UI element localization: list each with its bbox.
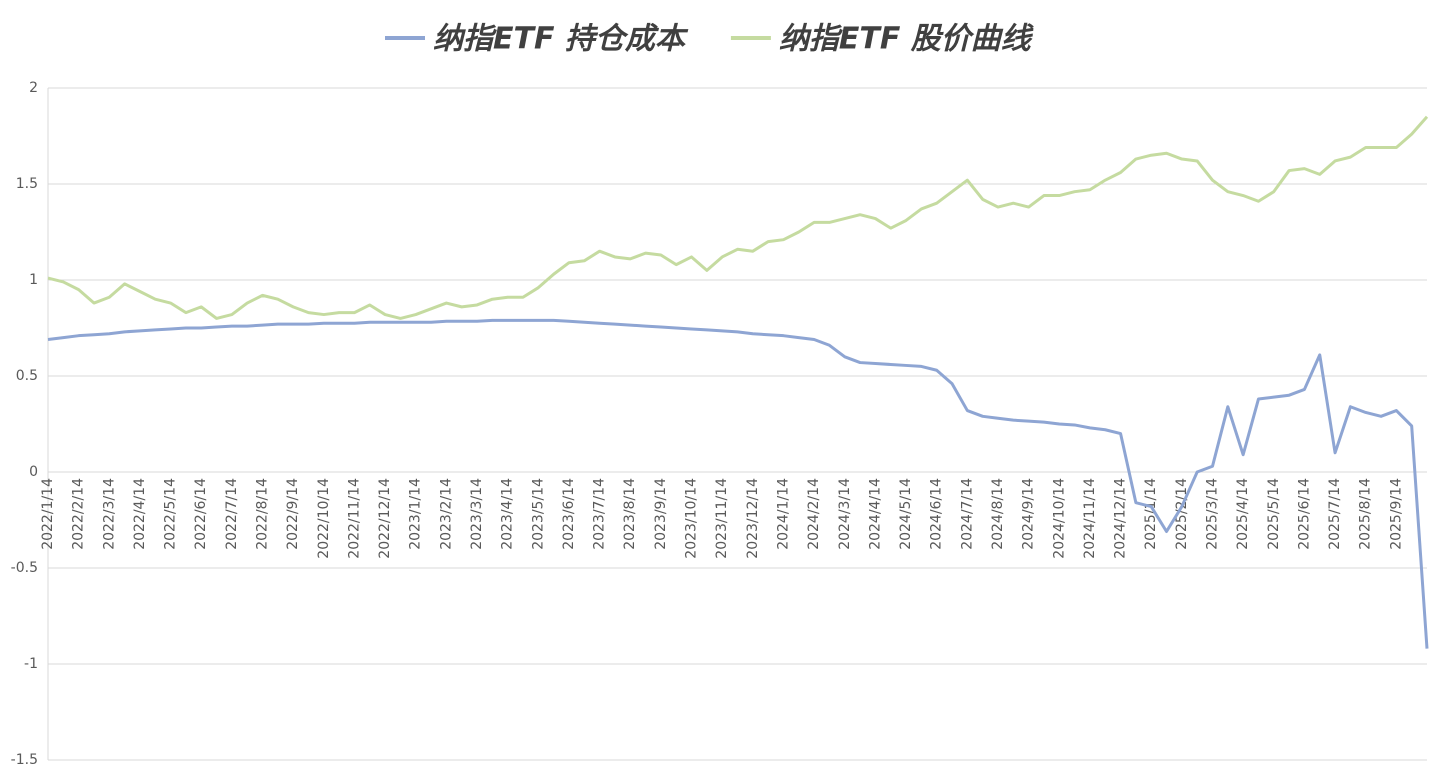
x-tick-label: 2024/6/14 — [929, 478, 945, 550]
x-tick-label: 2024/3/14 — [837, 478, 853, 550]
x-tick-label: 2024/9/14 — [1021, 478, 1037, 550]
x-tick-label: 2023/12/14 — [745, 478, 761, 559]
x-tick-label: 2023/2/14 — [438, 478, 454, 550]
x-tick-label: 2025/9/14 — [1388, 478, 1404, 550]
x-tick-label: 2024/5/14 — [898, 478, 914, 550]
x-tick-label: 2022/10/14 — [316, 478, 332, 559]
x-tick-label: 2025/7/14 — [1327, 478, 1343, 550]
x-tick-label: 2025/3/14 — [1204, 478, 1220, 550]
x-tick-label: 2023/6/14 — [561, 478, 577, 550]
x-tick-label: 2022/4/14 — [132, 478, 148, 550]
y-tick-label: 0.5 — [16, 368, 38, 384]
x-tick-label: 2025/8/14 — [1358, 478, 1374, 550]
x-tick-label: 2025/4/14 — [1235, 478, 1251, 550]
x-tick-label: 2022/5/14 — [163, 478, 179, 550]
x-tick-label: 2025/1/14 — [1143, 478, 1159, 550]
legend: 纳指ETF 持仓成本 纳指ETF 股价曲线 — [385, 22, 1035, 57]
x-tick-label: 2024/8/14 — [990, 478, 1006, 550]
x-tick-label: 2025/6/14 — [1296, 478, 1312, 550]
x-tick-label: 2024/4/14 — [867, 478, 883, 550]
x-tick-label: 2024/2/14 — [806, 478, 822, 550]
x-tick-label: 2023/4/14 — [500, 478, 516, 550]
x-tick-label: 2022/11/14 — [346, 478, 362, 559]
x-tick-label: 2024/12/14 — [1113, 478, 1129, 559]
x-tick-label: 2022/6/14 — [193, 478, 209, 550]
x-tick-label: 2022/8/14 — [255, 478, 271, 550]
x-tick-label: 2022/7/14 — [224, 478, 240, 550]
y-tick-label: 2 — [29, 80, 38, 96]
series-line — [47, 115, 1429, 320]
legend-label: 纳指ETF 持仓成本 — [433, 22, 689, 57]
x-tick-label: 2022/1/14 — [40, 478, 56, 550]
x-tick-label: 2023/5/14 — [530, 478, 546, 550]
x-tick-label: 2025/5/14 — [1266, 478, 1282, 550]
x-tick-label: 2022/12/14 — [377, 478, 393, 559]
x-tick-label: 2023/9/14 — [653, 478, 669, 550]
x-tick-label: 2023/1/14 — [408, 478, 424, 550]
x-tick-label: 2023/11/14 — [714, 478, 730, 559]
y-tick-label: 1 — [29, 272, 38, 288]
y-tick-label: 1.5 — [16, 176, 38, 192]
x-tick-label: 2022/9/14 — [285, 478, 301, 550]
x-tick-label: 2024/7/14 — [959, 478, 975, 550]
x-tick-label: 2023/8/14 — [622, 478, 638, 550]
series-line — [47, 318, 1429, 649]
legend-label: 纳指ETF 股价曲线 — [779, 22, 1035, 57]
x-tick-label: 2024/1/14 — [775, 478, 791, 550]
x-tick-label: 2022/2/14 — [71, 478, 87, 550]
x-tick-label: 2023/10/14 — [684, 478, 700, 559]
y-tick-label: -0.5 — [11, 560, 38, 576]
y-tick-label: -1 — [24, 656, 38, 672]
x-tick-label: 2022/3/14 — [101, 478, 117, 550]
y-tick-label: -1.5 — [11, 752, 38, 768]
y-tick-label: 0 — [29, 464, 38, 480]
x-tick-label: 2023/7/14 — [592, 478, 608, 550]
x-tick-label: 2024/10/14 — [1051, 478, 1067, 559]
x-tick-label: 2024/11/14 — [1082, 478, 1098, 559]
x-tick-label: 2023/3/14 — [469, 478, 485, 550]
